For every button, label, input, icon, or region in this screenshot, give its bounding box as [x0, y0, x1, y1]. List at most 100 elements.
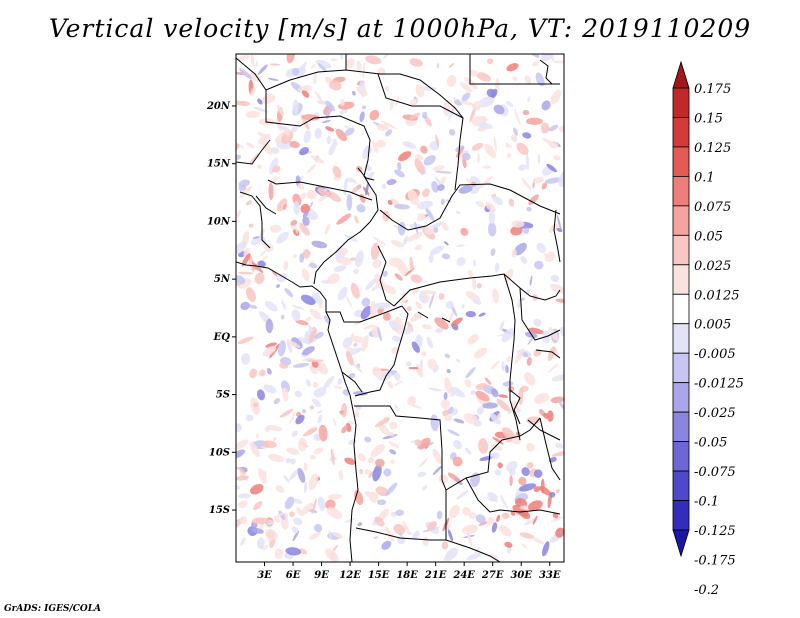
velocity-patch: [464, 77, 478, 90]
velocity-patch: [277, 340, 286, 357]
velocity-patch: [250, 87, 256, 96]
velocity-patch: [407, 189, 419, 206]
velocity-patch: [266, 368, 272, 375]
velocity-patch: [301, 268, 310, 282]
velocity-patch: [238, 179, 250, 188]
velocity-patch: [494, 262, 500, 273]
velocity-patch: [441, 253, 451, 260]
velocity-patch: [377, 499, 387, 506]
velocity-patch: [550, 396, 564, 404]
colorbar-swatch: [672, 87, 690, 118]
velocity-patch: [276, 198, 288, 212]
velocity-patch: [475, 514, 486, 524]
velocity-patch: [376, 123, 389, 131]
velocity-patch: [327, 493, 342, 500]
velocity-patch: [258, 133, 271, 145]
velocity-patch: [317, 63, 327, 72]
velocity-patch: [431, 181, 439, 193]
velocity-patch: [323, 187, 330, 192]
velocity-patch: [475, 201, 485, 208]
lon-tick-label: 27E: [481, 570, 504, 581]
velocity-patch: [311, 498, 317, 515]
velocity-patch: [359, 468, 363, 475]
velocity-patch: [414, 153, 424, 161]
velocity-patch: [491, 388, 499, 398]
velocity-patch: [539, 485, 552, 496]
velocity-patch: [469, 69, 478, 77]
velocity-patch: [291, 430, 299, 437]
velocity-patch: [542, 138, 559, 148]
velocity-patch: [461, 92, 471, 102]
velocity-patch: [521, 543, 528, 549]
velocity-patch: [432, 448, 443, 465]
colorbar-swatch: [672, 264, 690, 295]
velocity-patch: [547, 410, 554, 422]
velocity-patch: [348, 372, 356, 379]
velocity-patch: [409, 256, 414, 272]
velocity-patch: [318, 194, 328, 202]
velocity-patch: [476, 72, 491, 82]
velocity-patch: [311, 360, 319, 368]
colorbar-swatch: [672, 352, 690, 384]
velocity-patch: [549, 491, 556, 498]
velocity-patch: [428, 293, 435, 309]
velocity-patch: [403, 235, 409, 245]
velocity-patch: [476, 283, 482, 289]
velocity-patch: [299, 253, 305, 263]
colorbar-swatch: [672, 205, 690, 236]
velocity-patch: [259, 369, 266, 377]
velocity-patch: [272, 165, 281, 173]
velocity-patch: [365, 182, 369, 196]
velocity-patch: [510, 510, 516, 516]
velocity-patch: [282, 387, 289, 402]
velocity-patch: [292, 362, 310, 368]
velocity-patch: [345, 57, 355, 69]
velocity-patch: [389, 421, 398, 430]
velocity-patch: [493, 104, 505, 115]
velocity-patch: [350, 282, 360, 299]
velocity-patch: [478, 438, 489, 454]
velocity-patch: [292, 229, 300, 236]
velocity-patch: [275, 485, 285, 493]
velocity-patch: [550, 89, 562, 105]
velocity-patch: [388, 441, 400, 449]
velocity-patch: [391, 335, 402, 343]
velocity-patch: [550, 274, 560, 283]
velocity-patch: [310, 154, 324, 164]
velocity-patch: [432, 165, 445, 171]
velocity-patch: [394, 273, 403, 281]
velocity-patch: [505, 364, 509, 374]
velocity-patch: [255, 60, 258, 68]
velocity-patch: [274, 513, 284, 518]
velocity-patch: [427, 358, 438, 370]
velocity-patch: [367, 456, 374, 464]
colorbar-label: 0.025: [694, 259, 731, 274]
velocity-patch: [525, 153, 530, 171]
velocity-patch: [273, 398, 281, 405]
velocity-patch: [357, 453, 366, 462]
velocity-patch: [470, 187, 480, 195]
velocity-patch: [556, 227, 563, 233]
velocity-patch: [476, 122, 494, 129]
velocity-patch: [471, 142, 484, 151]
velocity-patch: [311, 240, 328, 249]
lon-tick-label: 33E: [539, 570, 561, 581]
velocity-patch: [382, 270, 388, 277]
velocity-patch: [314, 331, 324, 339]
velocity-patch: [257, 98, 263, 105]
velocity-patch: [303, 481, 308, 494]
velocity-patch: [414, 439, 422, 447]
velocity-patch: [506, 63, 519, 72]
velocity-patch: [253, 106, 269, 113]
velocity-patch: [526, 356, 532, 366]
velocity-patch: [541, 100, 551, 111]
velocity-patch: [301, 114, 320, 121]
velocity-patch: [435, 328, 444, 333]
velocity-patch: [396, 260, 409, 277]
velocity-patch: [302, 249, 311, 259]
colorbar-label: 0.1: [694, 170, 715, 185]
colorbar-swatch: [672, 470, 690, 501]
velocity-patch: [473, 347, 487, 359]
velocity-patch: [409, 58, 423, 67]
velocity-patch: [326, 135, 332, 145]
